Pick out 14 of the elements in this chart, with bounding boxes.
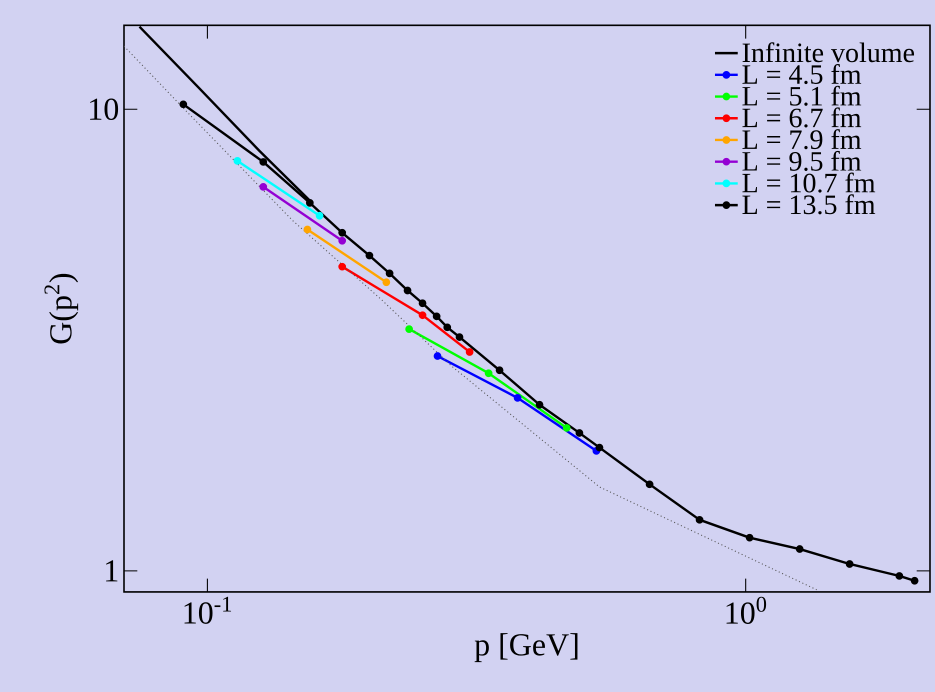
legend-label: L = 7.9 fm	[742, 129, 862, 150]
x-axis-title: p [GeV]	[474, 633, 578, 662]
legend-label: Infinite volume	[742, 42, 914, 62]
legend-label: L = 10.7 fm	[742, 172, 876, 193]
x-tick-label: 10$^{0}$	[726, 596, 766, 624]
legend-label: L = 5.1 fm	[742, 86, 862, 106]
y-tick-label: 10	[90, 98, 118, 120]
legend-label: L = 13.5 fm	[742, 194, 876, 214]
legend-label: L = 4.5 fm	[742, 64, 862, 84]
legend-label: L = 9.5 fm	[742, 150, 862, 171]
y-tick-label: 1	[106, 560, 118, 582]
x-tick-label: 10$^{-1}$	[184, 596, 232, 624]
y-axis-title: G(p$^{2}$)	[44, 274, 78, 344]
legend-label: L = 6.7 fm	[742, 107, 862, 128]
